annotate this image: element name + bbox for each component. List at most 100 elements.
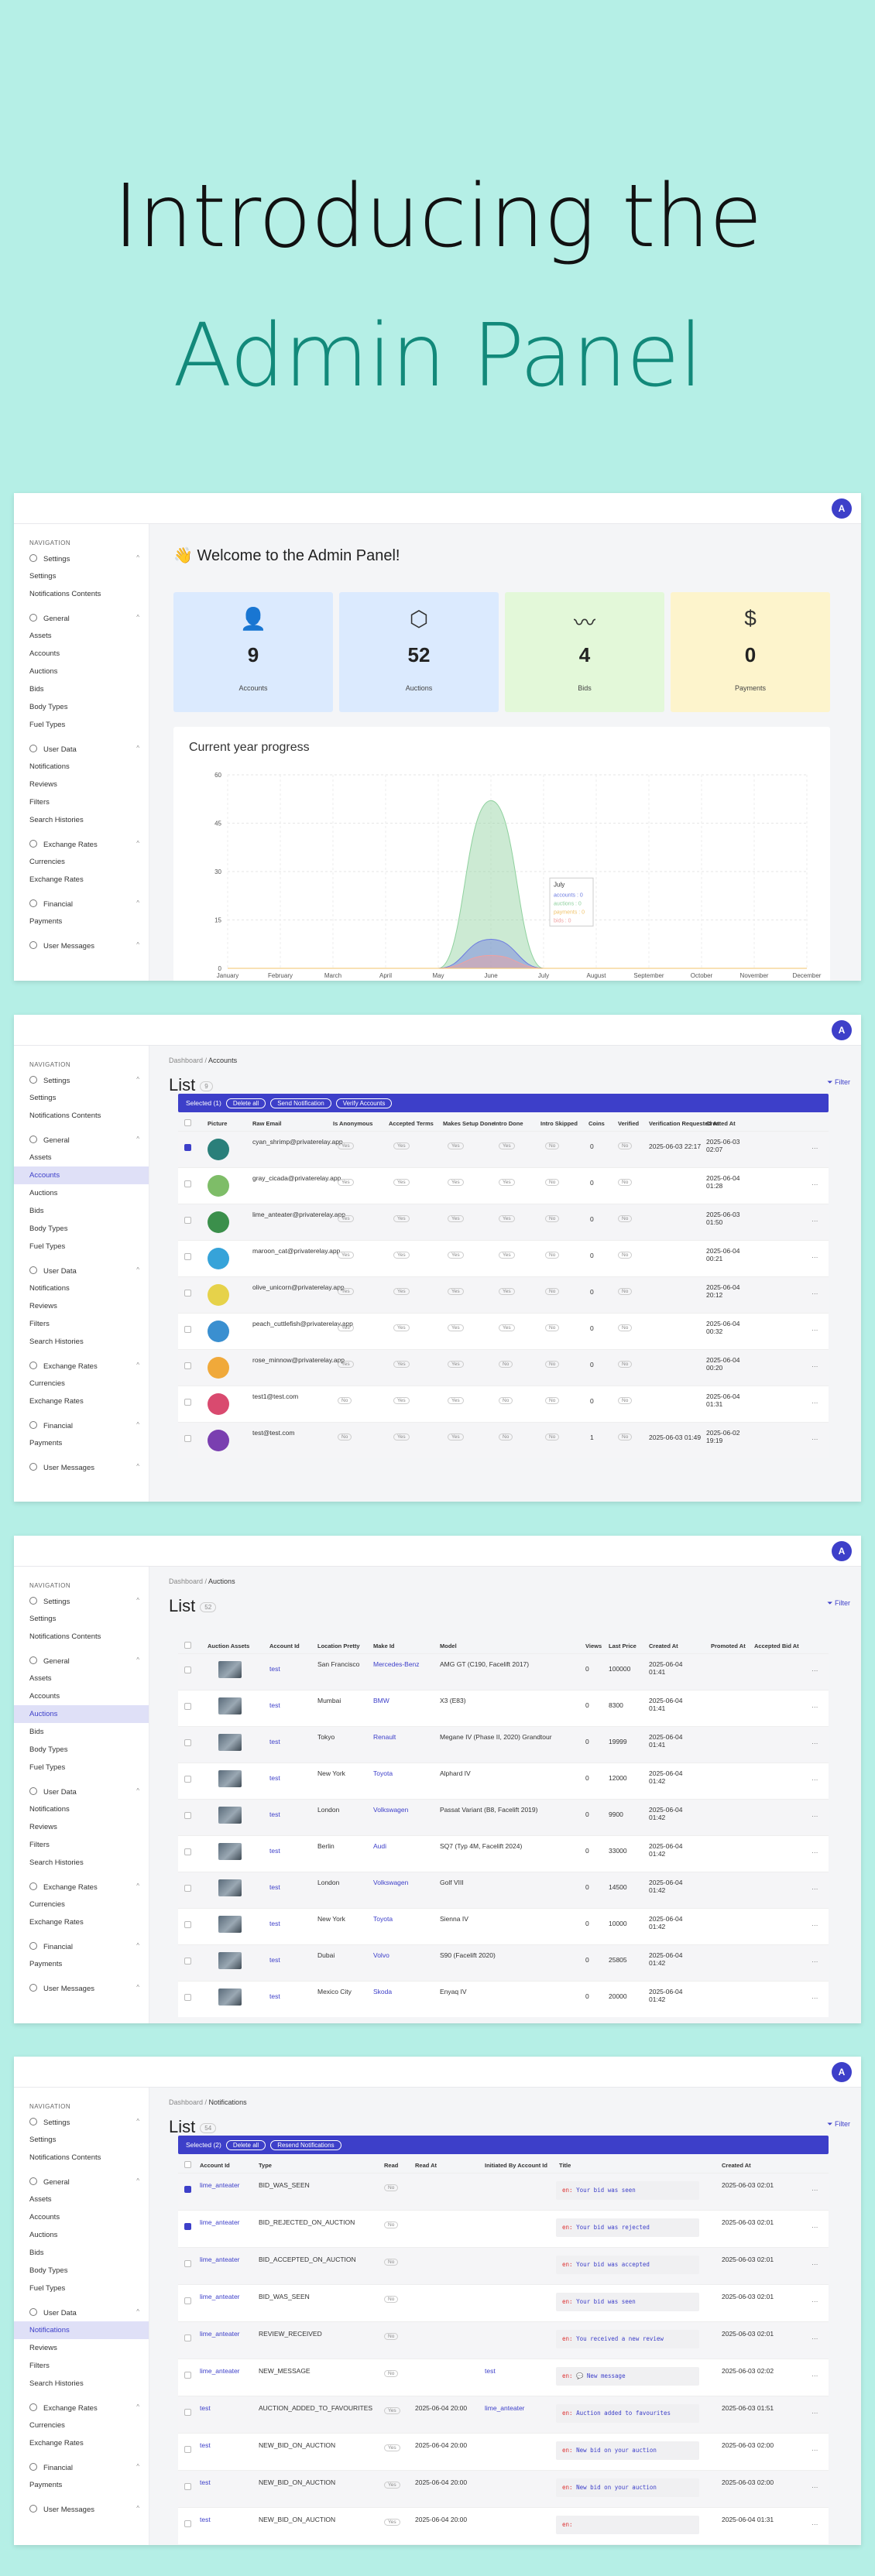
sidebar-item-filters[interactable]: Filters	[29, 1320, 50, 1328]
more-actions-icon[interactable]: ···	[812, 1362, 818, 1370]
sidebar-item-auctions[interactable]: Auctions	[29, 1189, 58, 1197]
row-checkbox[interactable]	[184, 2446, 191, 2453]
sidebar-item-notif-contents[interactable]: Notifications Contents	[29, 1632, 101, 1641]
column-header[interactable]: Account Id	[200, 2162, 230, 2169]
column-header[interactable]: Accepted Bid At	[754, 1643, 799, 1649]
column-header[interactable]: Title	[559, 2162, 571, 2169]
sidebar-group-exchange-rates[interactable]: Exchange Rates ^	[14, 1358, 149, 1375]
sidebar-group-general[interactable]: General ^	[14, 1653, 149, 1670]
row-checkbox[interactable]	[184, 2297, 191, 2304]
sidebar-item-assets[interactable]: Assets	[29, 632, 52, 640]
sidebar-item-currencies[interactable]: Currencies	[29, 858, 65, 866]
sidebar-item-payments[interactable]: Payments	[29, 1439, 63, 1447]
account-link[interactable]: test	[269, 1738, 280, 1745]
initiated-by-link[interactable]: lime_anteater	[485, 2404, 525, 2412]
row-checkbox[interactable]	[184, 1848, 191, 1855]
table-row[interactable]: lime_anteater BID_WAS_SEEN No en: Your bid …	[178, 2173, 829, 2210]
sidebar-group-user-data[interactable]: User Data ^	[14, 1784, 149, 1800]
more-actions-icon[interactable]: ···	[812, 1811, 818, 1820]
sidebar-item-bids[interactable]: Bids	[29, 1207, 44, 1215]
account-link[interactable]: test	[200, 2516, 211, 2523]
table-row[interactable]: test NEW_BID_ON_AUCTION Yes 2025-06-04 20:0…	[178, 2470, 829, 2507]
row-checkbox[interactable]	[184, 1993, 191, 2001]
sidebar-item-reviews[interactable]: Reviews	[29, 1823, 57, 1831]
make-link[interactable]: Volvo	[373, 1951, 389, 1959]
column-header[interactable]: Type	[259, 2162, 272, 2169]
stat-card[interactable]: 👤 9 Accounts	[173, 592, 333, 712]
sidebar-item-filters[interactable]: Filters	[29, 798, 50, 807]
row-checkbox[interactable]	[184, 1434, 191, 1442]
column-header[interactable]: Verification Requested At	[649, 1120, 719, 1127]
more-actions-icon[interactable]: ···	[812, 2520, 818, 2528]
bulk-action-button[interactable]: Delete all	[225, 1098, 266, 1108]
more-actions-icon[interactable]: ···	[812, 2372, 818, 2379]
sidebar-item-bids[interactable]: Bids	[29, 685, 44, 694]
more-actions-icon[interactable]: ···	[812, 2186, 818, 2194]
row-checkbox[interactable]	[184, 1216, 191, 1224]
column-header[interactable]: Created At	[706, 1120, 736, 1127]
account-link[interactable]: test	[269, 1665, 280, 1673]
account-link[interactable]: test	[269, 1992, 280, 2000]
sidebar-group-financial[interactable]: Financial ^	[14, 1418, 149, 1434]
row-checkbox[interactable]	[184, 1289, 191, 1297]
sidebar-item-search-histories[interactable]: Search Histories	[29, 1858, 84, 1867]
column-header[interactable]: Coins	[588, 1120, 605, 1127]
sidebar-item-auctions[interactable]: Auctions	[29, 667, 58, 676]
account-link[interactable]: test	[200, 2478, 211, 2486]
account-link[interactable]: lime_anteater	[200, 2293, 240, 2300]
row-checkbox[interactable]	[184, 2186, 191, 2193]
table-row[interactable]: test@test.com No Yes Yes No No 1 No 2025-06-03 0…	[178, 1422, 829, 1458]
account-link[interactable]: lime_anteater	[200, 2367, 240, 2375]
column-header[interactable]: Accepted Terms	[389, 1120, 434, 1127]
column-header[interactable]: Account Id	[269, 1643, 300, 1649]
column-header[interactable]: Make Id	[373, 1643, 395, 1649]
sidebar-item-bids[interactable]: Bids	[29, 1728, 44, 1736]
more-actions-icon[interactable]: ···	[812, 1143, 818, 1152]
row-checkbox[interactable]	[184, 1180, 191, 1187]
sidebar-item-currencies[interactable]: Currencies	[29, 1379, 65, 1388]
row-checkbox[interactable]	[184, 2334, 191, 2341]
select-all-checkbox[interactable]	[184, 2161, 191, 2168]
column-header[interactable]: Created At	[722, 2162, 751, 2169]
column-header[interactable]: Initiated By Account Id	[485, 2162, 547, 2169]
table-row[interactable]: test Mumbai BMW X3 (E83) 0 8300 2025-06-04 01:…	[178, 1690, 829, 1726]
more-actions-icon[interactable]: ···	[812, 2223, 818, 2231]
sidebar-item-notifications[interactable]: Notifications	[29, 1284, 70, 1293]
account-link[interactable]: test	[269, 1956, 280, 1964]
table-row[interactable]: test1@test.com No Yes Yes No No 0 No 2025-06-04 …	[178, 1386, 829, 1422]
avatar[interactable]: A	[832, 498, 852, 519]
table-row[interactable]: cyan_shrimp@privaterelay.app Yes Yes Yes Yes…	[178, 1131, 829, 1167]
sidebar-item-settings-item[interactable]: Settings	[29, 572, 57, 581]
sidebar-item-settings-item[interactable]: Settings	[29, 2136, 57, 2144]
row-checkbox[interactable]	[184, 1143, 191, 1151]
sidebar-item-accounts[interactable]: Accounts	[14, 1166, 149, 1184]
filter-button[interactable]: ⏷ Filter	[827, 1078, 850, 1087]
table-row[interactable]: test San Francisco Mercedes-Benz AMG GT (C1…	[178, 1653, 829, 1690]
row-checkbox[interactable]	[184, 2260, 191, 2267]
bulk-action-button[interactable]: Verify Accounts	[335, 1098, 393, 1108]
sidebar-group-user-messages[interactable]: User Messages ^	[14, 1460, 149, 1476]
column-header[interactable]: Model	[440, 1643, 457, 1649]
sidebar-item-payments[interactable]: Payments	[29, 2481, 63, 2489]
bulk-action-button[interactable]: Delete all	[225, 2140, 266, 2150]
more-actions-icon[interactable]: ···	[812, 1884, 818, 1893]
row-checkbox[interactable]	[184, 1362, 191, 1369]
column-header[interactable]: Last Price	[609, 1643, 637, 1649]
sidebar-item-settings-item[interactable]: Settings	[29, 1094, 57, 1102]
bulk-action-button[interactable]: Send Notification	[270, 1098, 331, 1108]
sidebar-item-notifications[interactable]: Notifications	[14, 2321, 149, 2339]
sidebar-group-general[interactable]: General ^	[14, 2174, 149, 2191]
sidebar-item-body-types[interactable]: Body Types	[29, 1745, 68, 1754]
sidebar-item-currencies[interactable]: Currencies	[29, 2421, 65, 2430]
row-checkbox[interactable]	[184, 1325, 191, 1333]
sidebar-item-exchange-rates-item[interactable]: Exchange Rates	[29, 2439, 84, 2448]
column-header[interactable]: Views	[585, 1643, 602, 1649]
sidebar-group-user-messages[interactable]: User Messages ^	[14, 938, 149, 954]
make-link[interactable]: BMW	[373, 1697, 389, 1704]
sidebar-item-bids[interactable]: Bids	[29, 2249, 44, 2257]
sidebar-item-fuel-types[interactable]: Fuel Types	[29, 1763, 66, 1772]
stat-card[interactable]: ⬡ 52 Auctions	[339, 592, 499, 712]
row-checkbox[interactable]	[184, 1398, 191, 1406]
table-row[interactable]: test New York Toyota Sienna IV 0 10000 2025-06…	[178, 1908, 829, 1944]
sidebar-group-user-data[interactable]: User Data ^	[14, 2305, 149, 2321]
